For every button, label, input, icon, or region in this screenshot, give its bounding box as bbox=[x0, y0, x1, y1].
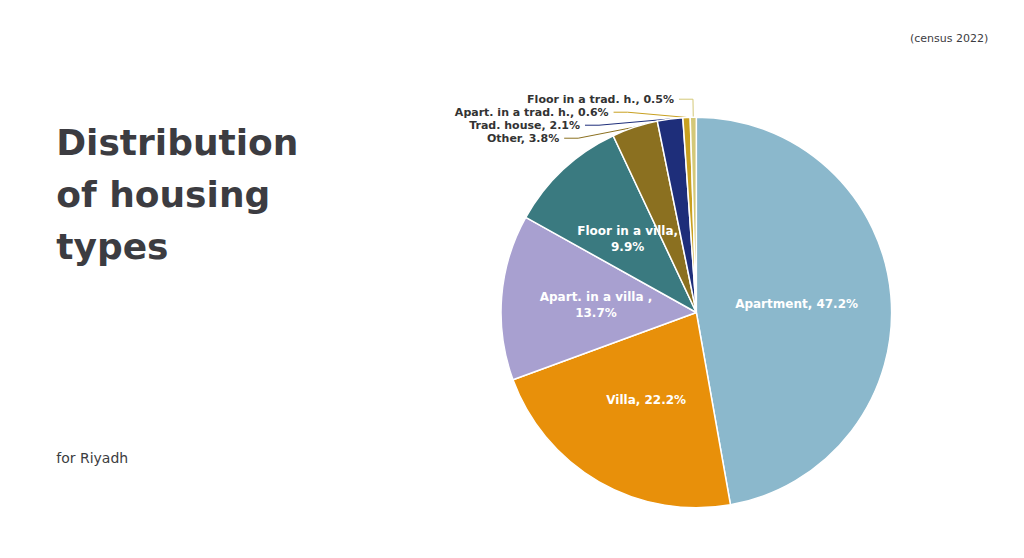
svg-text:9.9%: 9.9% bbox=[611, 240, 644, 254]
svg-text:13.7%: 13.7% bbox=[575, 306, 617, 320]
svg-text:Trad. house, 2.1%: Trad. house, 2.1% bbox=[469, 119, 580, 132]
svg-text:Distribution: Distribution bbox=[56, 122, 298, 163]
svg-text:Apartment, 47.2%: Apartment, 47.2% bbox=[735, 297, 858, 311]
svg-text:Other, 3.8%: Other, 3.8% bbox=[487, 132, 559, 145]
svg-text:Floor in a trad. h., 0.5%: Floor in a trad. h., 0.5% bbox=[527, 93, 674, 106]
svg-text:of housing: of housing bbox=[56, 174, 270, 215]
svg-text:Villa, 22.2%: Villa, 22.2% bbox=[606, 393, 686, 407]
svg-text:types: types bbox=[56, 226, 168, 267]
svg-text:Apart. in a villa ,: Apart. in a villa , bbox=[540, 290, 652, 304]
svg-text:Apart. in a trad. h., 0.6%: Apart. in a trad. h., 0.6% bbox=[455, 106, 609, 119]
svg-text:(census 2022): (census 2022) bbox=[910, 32, 988, 45]
svg-text:for Riyadh: for Riyadh bbox=[56, 450, 128, 466]
svg-text:Floor in a villa,: Floor in a villa, bbox=[577, 224, 678, 238]
